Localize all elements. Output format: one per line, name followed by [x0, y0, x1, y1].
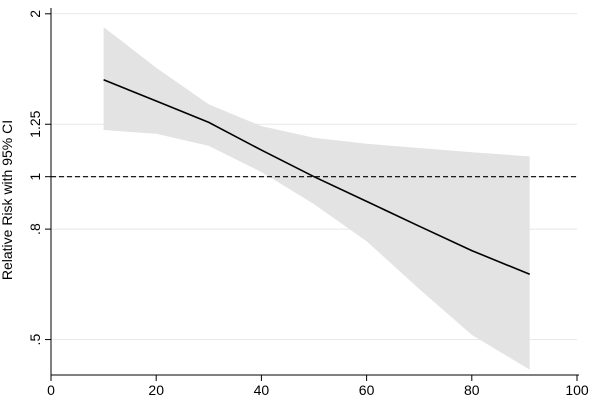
x-axis-ticks: 0 20 40 60 80 100 — [47, 375, 589, 398]
x-tick-label-4: 80 — [464, 382, 480, 398]
x-tick-label-2: 40 — [254, 382, 270, 398]
x-tick-label-0: 0 — [47, 382, 55, 398]
x-tick-label-3: 60 — [359, 382, 375, 398]
x-tick-label-1: 20 — [148, 382, 164, 398]
axes — [50, 8, 579, 376]
y-axis-label: Relative Risk with 95% CI — [0, 120, 15, 280]
ci-band-area — [103, 27, 530, 370]
y-tick-label-2: 1 — [27, 173, 43, 181]
y-tick-label-1: .8 — [27, 223, 43, 235]
x-tick-label-5: 100 — [565, 382, 589, 398]
fit-line — [103, 79, 531, 276]
y-tick-label-4: 2 — [27, 10, 43, 18]
y-tick-label-0: .5 — [27, 334, 43, 346]
y-tick-label-3: 1.25 — [27, 110, 43, 137]
estimate-line — [103, 79, 531, 276]
y-axis-ticks: .5 .8 1 1.25 2 — [27, 10, 51, 346]
confidence-band — [103, 27, 530, 370]
